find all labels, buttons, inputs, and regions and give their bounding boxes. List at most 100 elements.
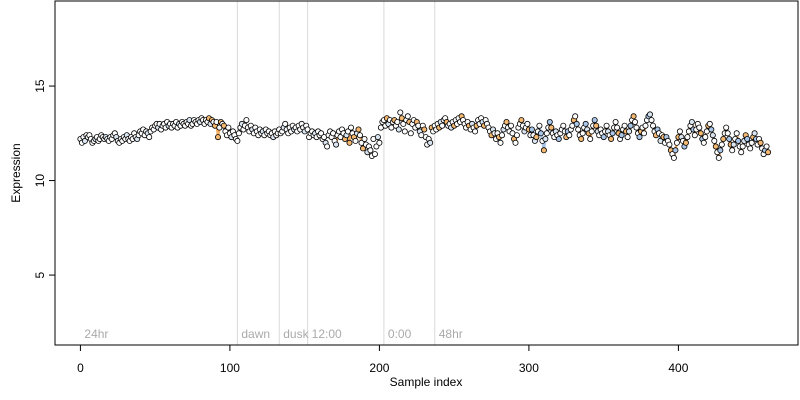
data-point <box>765 149 772 156</box>
x-tick-label: 0 <box>77 361 84 375</box>
data-point <box>621 122 628 129</box>
x-axis-label: Sample index <box>390 375 463 389</box>
data-point <box>603 122 610 129</box>
data-point <box>588 128 595 135</box>
data-point <box>718 141 725 148</box>
data-point <box>543 130 550 137</box>
data-point <box>540 147 547 154</box>
data-point <box>146 134 153 141</box>
data-point <box>724 130 731 137</box>
data-point <box>566 132 573 139</box>
data-point <box>708 126 715 133</box>
data-point <box>395 126 402 133</box>
data-point <box>361 135 368 142</box>
data-point <box>730 141 737 148</box>
data-point <box>618 132 625 139</box>
data-point <box>650 122 657 129</box>
plot-frame <box>54 0 799 346</box>
data-point <box>702 134 709 141</box>
data-point <box>421 126 428 133</box>
data-point <box>528 126 535 133</box>
x-tick-label: 100 <box>220 361 240 375</box>
data-point <box>234 137 241 144</box>
data-point <box>560 122 567 129</box>
data-point <box>81 137 88 144</box>
data-point <box>497 139 504 146</box>
data-point <box>578 135 585 142</box>
data-point <box>626 128 633 135</box>
data-point <box>723 124 730 131</box>
data-point <box>726 135 733 142</box>
data-point <box>632 119 639 126</box>
data-point <box>546 119 553 126</box>
data-point <box>648 117 655 124</box>
data-point <box>697 130 704 137</box>
data-point <box>757 139 764 146</box>
data-point <box>394 119 401 126</box>
data-point <box>356 132 363 139</box>
data-point <box>400 120 407 127</box>
data-point <box>700 139 707 146</box>
x-tick-label: 300 <box>519 361 539 375</box>
y-axis-label: Expression <box>9 143 23 202</box>
data-point <box>533 134 540 141</box>
data-point <box>352 137 359 144</box>
data-point <box>751 130 758 137</box>
data-point <box>720 135 727 142</box>
data-point <box>763 143 770 150</box>
data-point <box>572 113 579 120</box>
x-tick-label: 200 <box>369 361 389 375</box>
data-point <box>407 130 414 137</box>
data-point <box>676 128 683 135</box>
data-point <box>536 122 543 129</box>
data-point <box>573 120 580 127</box>
data-point <box>374 134 381 141</box>
data-point <box>555 135 562 142</box>
region-label: dawn <box>241 327 270 341</box>
data-point <box>346 139 353 146</box>
data-point <box>670 154 677 161</box>
data-point <box>537 130 544 137</box>
data-point <box>712 143 719 150</box>
data-point <box>404 113 411 120</box>
data-point <box>711 137 718 144</box>
data-point <box>371 151 378 158</box>
data-point <box>439 122 446 129</box>
data-point <box>498 132 505 139</box>
data-point <box>355 126 362 133</box>
data-point <box>627 122 634 129</box>
data-point <box>735 137 742 144</box>
data-point <box>359 145 366 152</box>
data-point <box>717 147 724 154</box>
data-point <box>609 130 616 137</box>
region-label: 48hr <box>439 327 463 341</box>
data-point <box>503 119 510 126</box>
data-point <box>548 124 555 131</box>
data-point <box>624 134 631 141</box>
data-point <box>507 122 514 129</box>
data-point <box>427 139 434 146</box>
data-point <box>600 134 607 141</box>
data-point <box>672 147 679 154</box>
region-label: 12:00 <box>312 327 342 341</box>
data-point <box>401 128 408 135</box>
data-point <box>709 132 716 139</box>
data-point <box>591 117 598 124</box>
data-point <box>513 132 520 139</box>
data-point <box>729 147 736 154</box>
data-point <box>706 120 713 127</box>
data-point <box>282 120 289 127</box>
y-tick-label: 5 <box>33 271 47 278</box>
data-point <box>612 119 619 126</box>
x-tick-label: 400 <box>668 361 688 375</box>
region-label: 0:00 <box>388 327 412 341</box>
data-point <box>642 122 649 129</box>
y-tick-label: 10 <box>33 174 47 188</box>
data-point <box>682 139 689 146</box>
data-point <box>575 126 582 133</box>
data-point <box>630 113 637 120</box>
data-point <box>733 130 740 137</box>
data-point <box>542 135 549 142</box>
data-point <box>608 135 615 142</box>
data-point <box>748 139 755 146</box>
